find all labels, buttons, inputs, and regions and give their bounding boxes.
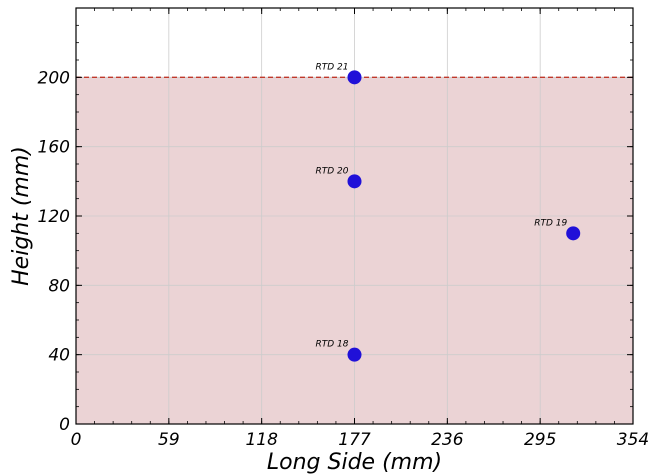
x-tick-label: 0 — [71, 430, 82, 450]
data-point-label: RTD 18 — [316, 340, 349, 350]
data-point-label: RTD 20 — [316, 166, 349, 176]
data-point-label: RTD 19 — [534, 218, 567, 228]
x-tick-label: 177 — [338, 430, 371, 450]
y-tick-label: 80 — [48, 276, 70, 296]
data-point — [347, 347, 362, 362]
x-axis-title: Long Side (mm) — [267, 450, 442, 475]
y-tick-label: 40 — [48, 346, 70, 366]
data-points-layer: RTD 21 RTD 20 RTD 19 RTD 18 — [316, 62, 581, 362]
data-point — [566, 226, 581, 241]
ticks-layer: 0 59 118 177 236 295 354 0 40 80 120 160 200 — [38, 7, 649, 450]
data-point — [347, 70, 362, 85]
y-tick-label: 0 — [59, 415, 70, 435]
y-tick-label: 160 — [38, 138, 70, 158]
x-tick-label: 118 — [245, 430, 278, 450]
data-point-label: RTD 21 — [316, 62, 349, 72]
x-tick-label: 236 — [431, 430, 464, 450]
data-point — [347, 174, 362, 189]
x-tick-label: 354 — [617, 430, 649, 450]
x-tick-label: 59 — [158, 430, 180, 450]
y-tick-label: 200 — [38, 68, 70, 88]
y-tick-label: 120 — [38, 207, 70, 227]
x-tick-label: 295 — [524, 430, 556, 450]
y-axis-title: Height (mm) — [9, 146, 34, 286]
